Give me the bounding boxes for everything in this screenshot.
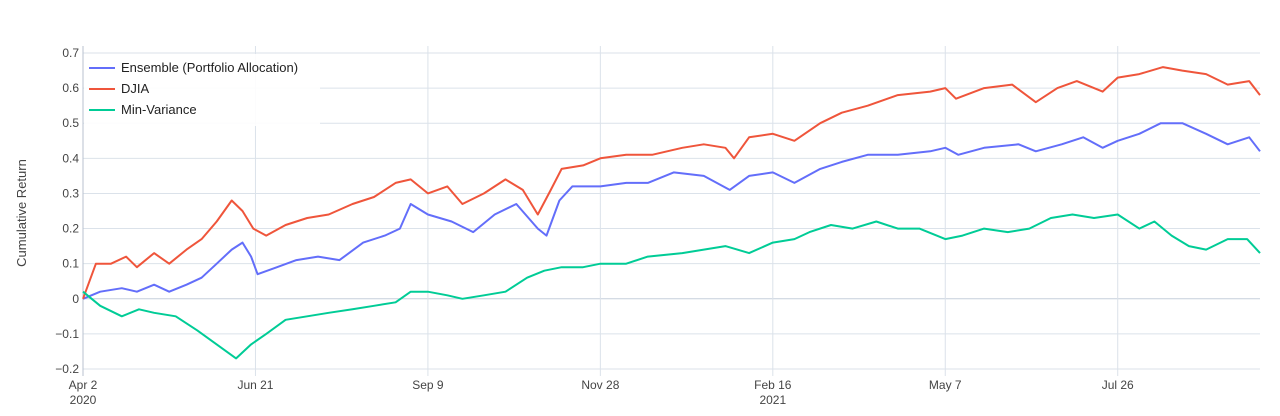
legend-item[interactable]: DJIA <box>89 81 150 96</box>
legend-label: DJIA <box>121 81 150 96</box>
series-line-2 <box>82 213 1261 360</box>
x-tick-label: Apr 2 <box>69 378 98 392</box>
y-tick-label: 0.2 <box>62 222 79 236</box>
y-tick-label: −0.1 <box>55 327 79 341</box>
y-tick-label: 0.4 <box>62 151 79 165</box>
y-tick-label: 0.3 <box>62 186 79 200</box>
legend-background <box>84 54 320 126</box>
y-tick-label: 0 <box>72 292 79 306</box>
legend[interactable]: Ensemble (Portfolio Allocation) DJIA Min-V… <box>84 54 320 126</box>
x-tick-label: Jul 26 <box>1102 378 1134 392</box>
x-tick-year-label: 2021 <box>759 393 786 407</box>
x-tick-label: Sep 9 <box>412 378 444 392</box>
legend-label: Min-Variance <box>121 102 197 117</box>
legend-label: Ensemble (Portfolio Allocation) <box>121 60 298 75</box>
series-lines <box>82 66 1261 360</box>
x-tick-label: Nov 28 <box>581 378 619 392</box>
legend-item[interactable]: Min-Variance <box>89 102 197 117</box>
y-tick-label: 0.7 <box>62 46 79 60</box>
y-tick-label: −0.2 <box>55 362 79 376</box>
legend-item[interactable]: Ensemble (Portfolio Allocation) <box>89 60 298 75</box>
series-line-1 <box>82 66 1261 300</box>
x-tick-label: Jun 21 <box>237 378 273 392</box>
series-line-0 <box>82 122 1261 300</box>
y-tick-label: 0.5 <box>62 116 79 130</box>
x-tick-label: Feb 16 <box>754 378 792 392</box>
y-axis-title: Cumulative Return <box>14 159 29 267</box>
x-tick-year-label: 2020 <box>70 393 97 407</box>
y-tick-label: 0.6 <box>62 81 79 95</box>
x-tick-label: May 7 <box>929 378 962 392</box>
y-tick-label: 0.1 <box>62 257 79 271</box>
